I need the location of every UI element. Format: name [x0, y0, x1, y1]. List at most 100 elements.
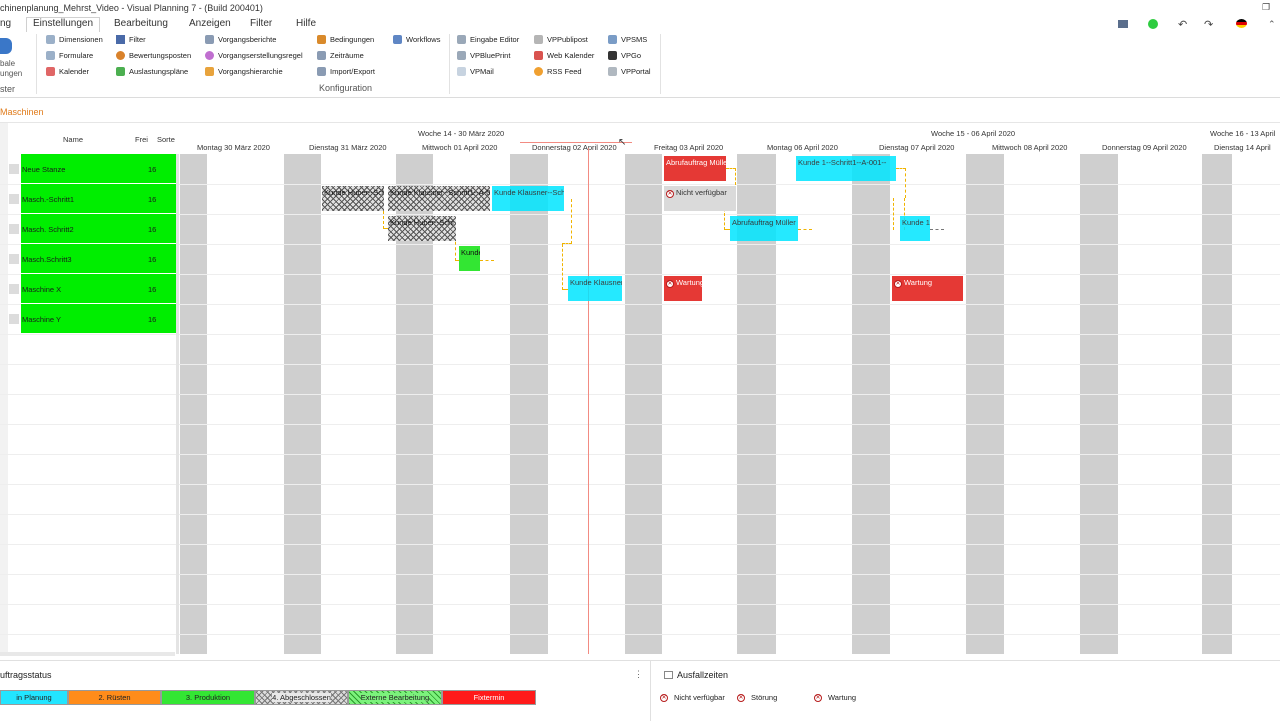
- absence-label: Wartung: [676, 278, 702, 287]
- menu-item-planung[interactable]: ng: [0, 18, 12, 29]
- dependency-link: [930, 229, 944, 230]
- resource-row[interactable]: [21, 274, 176, 303]
- absence-bar[interactable]: ✕ Wartung: [664, 276, 702, 301]
- task-bar[interactable]: Kunde Huber--Sch: [322, 186, 384, 211]
- column-header-name[interactable]: Name: [63, 135, 84, 144]
- undo-icon[interactable]: ↶: [1178, 19, 1188, 31]
- status-externe-bearbeitung[interactable]: Externe Bearbeitung: [348, 690, 442, 705]
- non-working-shade: [966, 154, 1004, 654]
- menu-item-anzeigen[interactable]: Anzeigen: [189, 18, 231, 29]
- ribbon-dimensionen[interactable]: Dimensionen: [46, 34, 103, 45]
- resource-frei: 16: [148, 315, 157, 324]
- row-handle[interactable]: [9, 164, 19, 174]
- row-handle[interactable]: [9, 254, 19, 264]
- ribbon-rss-feed[interactable]: RSS Feed: [534, 66, 582, 77]
- ribbon-vpmail[interactable]: VPMail: [457, 66, 494, 77]
- task-bar[interactable]: Kunde Klausner--Schi: [492, 186, 564, 211]
- legend-wartung[interactable]: ✕ Wartung: [814, 693, 856, 702]
- ribbon-formulare[interactable]: Formulare: [46, 50, 93, 61]
- status-in-planung[interactable]: in Planung: [0, 690, 68, 705]
- row-handle[interactable]: [9, 224, 19, 234]
- non-working-shade: [284, 154, 321, 654]
- absence-bar[interactable]: ✕ Wartung: [892, 276, 963, 301]
- resource-row[interactable]: [21, 214, 176, 243]
- globe-icon[interactable]: [0, 38, 12, 54]
- ribbon-auslastungsplaene[interactable]: Auslastungspläne: [116, 66, 188, 77]
- task-bar[interactable]: Kunde 1--Schritt1--A-001--: [796, 156, 896, 181]
- blueprint-icon: [457, 51, 466, 60]
- resource-name: Masch.Schritt3: [22, 255, 72, 264]
- ribbon-vpblueprint[interactable]: VPBluePrint: [457, 50, 510, 61]
- task-bar[interactable]: Abrufauftrag Müller: [730, 216, 798, 241]
- column-header-frei[interactable]: Frei: [135, 135, 148, 144]
- menu-item-einstellungen[interactable]: Einstellungen: [26, 17, 101, 32]
- resource-name: Masch.-Schritt1: [22, 195, 75, 204]
- ribbon-filter[interactable]: Filter: [116, 34, 146, 45]
- legend-nicht-verfuegbar[interactable]: ✕ Nicht verfügbar: [660, 693, 725, 702]
- restore-icon[interactable]: ❐: [1262, 2, 1271, 12]
- ribbon-vpgo[interactable]: VPGo: [608, 50, 641, 61]
- ribbon-label: Bewertungsposten: [129, 51, 192, 60]
- collapse-ribbon-icon[interactable]: ⌃: [1268, 19, 1276, 29]
- grid-splitter[interactable]: [176, 154, 179, 654]
- ribbon-label: VPBluePrint: [470, 51, 511, 60]
- ribbon-left-label-2[interactable]: ungen: [0, 69, 23, 78]
- dependency-link: [455, 231, 459, 261]
- task-bar[interactable]: Abrufauftrag Mülle: [664, 156, 726, 181]
- status-icon[interactable]: [1148, 19, 1158, 29]
- menu-item-filter[interactable]: Filter: [250, 18, 273, 29]
- task-bar[interactable]: Kunde 1: [900, 216, 930, 241]
- task-bar[interactable]: Kunde Klausner: [568, 276, 622, 301]
- horizontal-scrollbar[interactable]: [0, 652, 175, 656]
- column-header-sorte[interactable]: Sorte: [157, 135, 175, 144]
- ribbon-vorgangshierarchie[interactable]: Vorgangshierarchie: [205, 66, 283, 77]
- row-handle[interactable]: [9, 284, 19, 294]
- ribbon-label: Workflows: [406, 35, 441, 44]
- ribbon-vorgangsberichte[interactable]: Vorgangsberichte: [205, 34, 276, 45]
- ribbon-kalender[interactable]: Kalender: [46, 66, 89, 77]
- dependency-link: [480, 260, 494, 261]
- menu-item-hilfe[interactable]: Hilfe: [296, 18, 317, 29]
- task-bar[interactable]: Kunde: [459, 246, 480, 271]
- calendar-icon: [46, 67, 55, 76]
- ribbon-web-kalender[interactable]: Web Kalender: [534, 50, 594, 61]
- status-abgeschlossen[interactable]: 4. Abgeschlossen: [255, 690, 348, 705]
- row-handle[interactable]: [9, 194, 19, 204]
- sms-icon: [608, 35, 617, 44]
- row-handle[interactable]: [9, 314, 19, 324]
- status-fixtermin[interactable]: Fixtermin: [442, 690, 536, 705]
- status-produktion[interactable]: 3. Produktion: [161, 690, 255, 705]
- ribbon-bewertungsposten[interactable]: Bewertungsposten: [116, 50, 191, 61]
- resource-row[interactable]: [21, 304, 176, 333]
- ribbon-bedingungen[interactable]: Bedingungen: [317, 34, 374, 45]
- task-bar[interactable]: Kunde Huber--Schi: [388, 216, 456, 241]
- ribbon-vorgangserstellungsregel[interactable]: Vorgangserstellungsregel: [205, 50, 303, 61]
- absence-bar[interactable]: ✕ Nicht verfügbar: [664, 186, 736, 211]
- ribbon-vppublipost[interactable]: VPPublipost: [534, 34, 588, 45]
- ribbon-import-export[interactable]: Import/Export: [317, 66, 375, 77]
- ribbon-left-label-1[interactable]: bale: [0, 59, 16, 68]
- redo-icon[interactable]: ↷: [1204, 19, 1214, 31]
- ribbon-label: Web Kalender: [547, 51, 595, 60]
- ausfall-panel-title: Ausfallzeiten: [677, 670, 729, 680]
- status-ruesten[interactable]: 2. Rüsten: [68, 690, 161, 705]
- ribbon-vpportal[interactable]: VPPortal: [608, 66, 651, 77]
- dependency-link: [798, 229, 812, 230]
- web-calendar-icon: [534, 51, 543, 60]
- ribbon-workflows[interactable]: Workflows: [393, 34, 440, 45]
- resource-row[interactable]: [21, 244, 176, 273]
- row-handle-strip: [0, 123, 8, 655]
- task-bar[interactable]: Kunde Klausner--Schritt1--A-0: [388, 186, 490, 211]
- conditions-icon: [317, 35, 326, 44]
- legend-stoerung[interactable]: ✕ Störung: [737, 693, 777, 702]
- layout-icon[interactable]: [1118, 20, 1128, 28]
- ribbon-zeitraeume[interactable]: Zeiträume: [317, 50, 364, 61]
- resource-row[interactable]: [21, 154, 176, 183]
- menu-item-bearbeitung[interactable]: Bearbeitung: [114, 18, 168, 29]
- panel-menu-icon[interactable]: ⋮: [634, 669, 643, 679]
- ribbon-eingabe-editor[interactable]: Eingabe Editor: [457, 34, 519, 45]
- resource-row[interactable]: [21, 184, 176, 213]
- ribbon-vpsms[interactable]: VPSMS: [608, 34, 647, 45]
- language-flag-icon[interactable]: [1236, 19, 1247, 28]
- day-header: Freitag 03 April 2020: [654, 143, 724, 152]
